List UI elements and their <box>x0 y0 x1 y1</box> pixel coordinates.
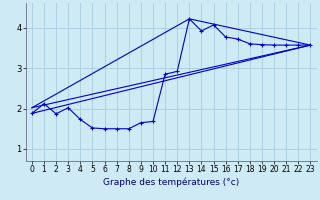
X-axis label: Graphe des températures (°c): Graphe des températures (°c) <box>103 177 239 187</box>
